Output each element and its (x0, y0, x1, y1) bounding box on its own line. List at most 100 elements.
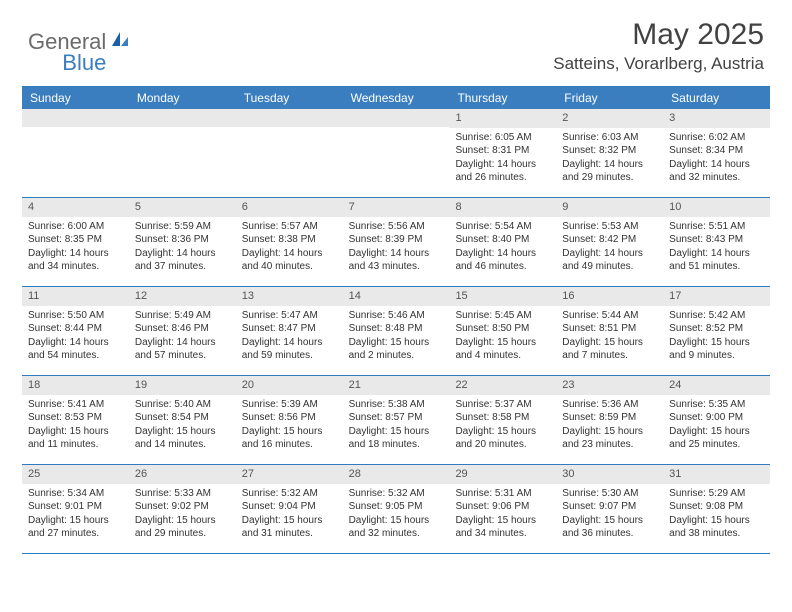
sunset-text: Sunset: 8:34 PM (669, 144, 764, 158)
daylight-text: Daylight: 15 hours and 16 minutes. (242, 425, 337, 452)
day-body: Sunrise: 5:34 AMSunset: 9:01 PMDaylight:… (22, 484, 129, 545)
sunset-text: Sunset: 8:35 PM (28, 233, 123, 247)
day-body: Sunrise: 5:32 AMSunset: 9:05 PMDaylight:… (343, 484, 450, 545)
week-row: 1Sunrise: 6:05 AMSunset: 8:31 PMDaylight… (22, 109, 770, 198)
sunrise-text: Sunrise: 6:05 AM (455, 131, 550, 145)
day-number (236, 109, 343, 127)
sunrise-text: Sunrise: 5:47 AM (242, 309, 337, 323)
day-body: Sunrise: 5:47 AMSunset: 8:47 PMDaylight:… (236, 306, 343, 367)
day-cell: 4Sunrise: 6:00 AMSunset: 8:35 PMDaylight… (22, 198, 129, 286)
day-cell: 27Sunrise: 5:32 AMSunset: 9:04 PMDayligh… (236, 465, 343, 553)
daylight-text: Daylight: 15 hours and 27 minutes. (28, 514, 123, 541)
day-cell: 2Sunrise: 6:03 AMSunset: 8:32 PMDaylight… (556, 109, 663, 197)
daylight-text: Daylight: 14 hours and 40 minutes. (242, 247, 337, 274)
day-body: Sunrise: 5:31 AMSunset: 9:06 PMDaylight:… (449, 484, 556, 545)
day-number: 10 (663, 198, 770, 217)
daylight-text: Daylight: 15 hours and 9 minutes. (669, 336, 764, 363)
daylight-text: Daylight: 15 hours and 4 minutes. (455, 336, 550, 363)
sunset-text: Sunset: 8:32 PM (562, 144, 657, 158)
day-cell: 28Sunrise: 5:32 AMSunset: 9:05 PMDayligh… (343, 465, 450, 553)
sunset-text: Sunset: 8:39 PM (349, 233, 444, 247)
day-cell: 17Sunrise: 5:42 AMSunset: 8:52 PMDayligh… (663, 287, 770, 375)
day-header-mon: Monday (129, 87, 236, 109)
sunset-text: Sunset: 8:58 PM (455, 411, 550, 425)
sunrise-text: Sunrise: 5:53 AM (562, 220, 657, 234)
day-number: 13 (236, 287, 343, 306)
sunrise-text: Sunrise: 5:33 AM (135, 487, 230, 501)
week-row: 11Sunrise: 5:50 AMSunset: 8:44 PMDayligh… (22, 287, 770, 376)
sunrise-text: Sunrise: 5:32 AM (242, 487, 337, 501)
daylight-text: Daylight: 14 hours and 46 minutes. (455, 247, 550, 274)
day-number: 24 (663, 376, 770, 395)
day-number: 4 (22, 198, 129, 217)
sunrise-text: Sunrise: 5:32 AM (349, 487, 444, 501)
sunset-text: Sunset: 8:46 PM (135, 322, 230, 336)
daylight-text: Daylight: 14 hours and 51 minutes. (669, 247, 764, 274)
sunset-text: Sunset: 9:07 PM (562, 500, 657, 514)
day-header-thu: Thursday (449, 87, 556, 109)
month-title: May 2025 (553, 18, 764, 52)
day-body: Sunrise: 5:36 AMSunset: 8:59 PMDaylight:… (556, 395, 663, 456)
logo-text-blue: Blue (62, 50, 106, 76)
day-cell: 14Sunrise: 5:46 AMSunset: 8:48 PMDayligh… (343, 287, 450, 375)
day-number (129, 109, 236, 127)
sunset-text: Sunset: 8:57 PM (349, 411, 444, 425)
week-row: 25Sunrise: 5:34 AMSunset: 9:01 PMDayligh… (22, 465, 770, 554)
sunrise-text: Sunrise: 5:40 AM (135, 398, 230, 412)
day-number (343, 109, 450, 127)
day-number: 18 (22, 376, 129, 395)
day-number: 26 (129, 465, 236, 484)
day-number: 15 (449, 287, 556, 306)
daylight-text: Daylight: 14 hours and 32 minutes. (669, 158, 764, 185)
sunset-text: Sunset: 9:04 PM (242, 500, 337, 514)
daylight-text: Daylight: 14 hours and 34 minutes. (28, 247, 123, 274)
sunrise-text: Sunrise: 5:56 AM (349, 220, 444, 234)
day-cell: 30Sunrise: 5:30 AMSunset: 9:07 PMDayligh… (556, 465, 663, 553)
sunrise-text: Sunrise: 5:35 AM (669, 398, 764, 412)
sunrise-text: Sunrise: 5:51 AM (669, 220, 764, 234)
daylight-text: Daylight: 15 hours and 20 minutes. (455, 425, 550, 452)
sunrise-text: Sunrise: 5:31 AM (455, 487, 550, 501)
day-body: Sunrise: 6:05 AMSunset: 8:31 PMDaylight:… (449, 128, 556, 189)
daylight-text: Daylight: 14 hours and 37 minutes. (135, 247, 230, 274)
day-header-fri: Friday (556, 87, 663, 109)
daylight-text: Daylight: 15 hours and 29 minutes. (135, 514, 230, 541)
sunset-text: Sunset: 8:59 PM (562, 411, 657, 425)
sunrise-text: Sunrise: 5:42 AM (669, 309, 764, 323)
day-number: 8 (449, 198, 556, 217)
weeks-container: 1Sunrise: 6:05 AMSunset: 8:31 PMDaylight… (22, 109, 770, 554)
day-number: 5 (129, 198, 236, 217)
sunrise-text: Sunrise: 5:39 AM (242, 398, 337, 412)
day-body: Sunrise: 6:03 AMSunset: 8:32 PMDaylight:… (556, 128, 663, 189)
day-cell: 11Sunrise: 5:50 AMSunset: 8:44 PMDayligh… (22, 287, 129, 375)
day-header-sun: Sunday (22, 87, 129, 109)
daylight-text: Daylight: 14 hours and 54 minutes. (28, 336, 123, 363)
day-body: Sunrise: 5:38 AMSunset: 8:57 PMDaylight:… (343, 395, 450, 456)
day-number: 28 (343, 465, 450, 484)
day-body: Sunrise: 5:42 AMSunset: 8:52 PMDaylight:… (663, 306, 770, 367)
day-cell: 7Sunrise: 5:56 AMSunset: 8:39 PMDaylight… (343, 198, 450, 286)
day-body: Sunrise: 5:41 AMSunset: 8:53 PMDaylight:… (22, 395, 129, 456)
week-row: 18Sunrise: 5:41 AMSunset: 8:53 PMDayligh… (22, 376, 770, 465)
day-number: 3 (663, 109, 770, 128)
day-number: 6 (236, 198, 343, 217)
logo: General Blue (28, 18, 106, 66)
daylight-text: Daylight: 15 hours and 31 minutes. (242, 514, 337, 541)
day-body: Sunrise: 5:59 AMSunset: 8:36 PMDaylight:… (129, 217, 236, 278)
day-header-sat: Saturday (663, 87, 770, 109)
day-number: 9 (556, 198, 663, 217)
sunset-text: Sunset: 8:50 PM (455, 322, 550, 336)
sunset-text: Sunset: 9:02 PM (135, 500, 230, 514)
day-cell: 19Sunrise: 5:40 AMSunset: 8:54 PMDayligh… (129, 376, 236, 464)
day-cell: 22Sunrise: 5:37 AMSunset: 8:58 PMDayligh… (449, 376, 556, 464)
day-cell: 9Sunrise: 5:53 AMSunset: 8:42 PMDaylight… (556, 198, 663, 286)
sunrise-text: Sunrise: 5:50 AM (28, 309, 123, 323)
daylight-text: Daylight: 15 hours and 23 minutes. (562, 425, 657, 452)
day-number: 2 (556, 109, 663, 128)
sunset-text: Sunset: 9:05 PM (349, 500, 444, 514)
sunrise-text: Sunrise: 5:46 AM (349, 309, 444, 323)
week-row: 4Sunrise: 6:00 AMSunset: 8:35 PMDaylight… (22, 198, 770, 287)
sunset-text: Sunset: 9:01 PM (28, 500, 123, 514)
sunrise-text: Sunrise: 5:36 AM (562, 398, 657, 412)
sunrise-text: Sunrise: 5:44 AM (562, 309, 657, 323)
